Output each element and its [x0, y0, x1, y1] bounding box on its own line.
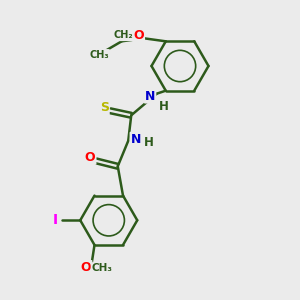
Text: N: N	[145, 90, 155, 103]
Text: CH₃: CH₃	[92, 263, 112, 273]
Text: I: I	[52, 213, 58, 227]
Text: S: S	[100, 101, 109, 114]
Text: H: H	[159, 100, 169, 113]
Text: O: O	[85, 151, 95, 164]
Text: O: O	[81, 261, 92, 274]
Text: CH₂: CH₂	[113, 30, 133, 40]
Text: CH₃: CH₃	[89, 50, 109, 60]
Text: H: H	[144, 136, 154, 149]
Text: O: O	[134, 29, 144, 42]
Text: N: N	[130, 133, 141, 146]
